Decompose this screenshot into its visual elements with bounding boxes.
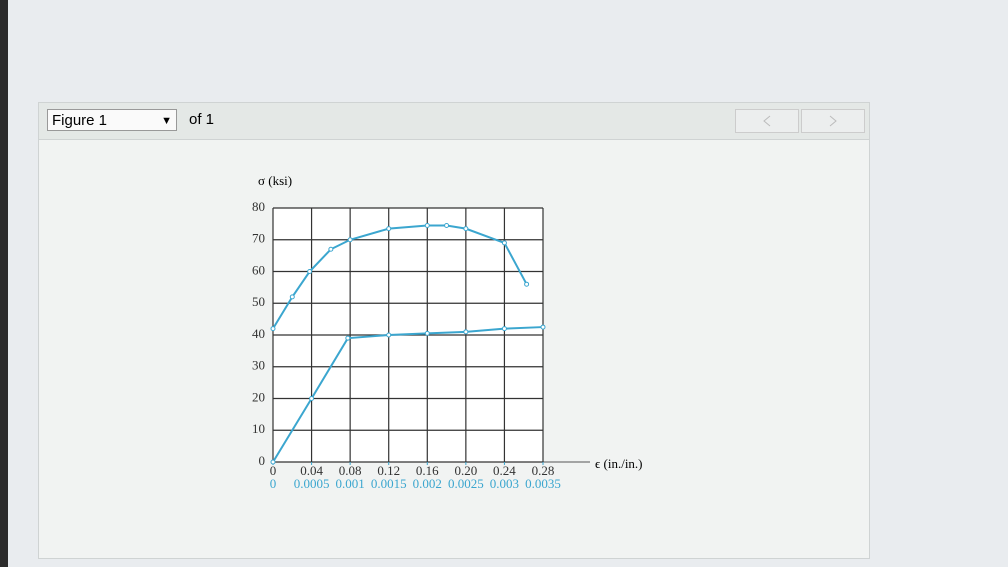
x2-tick-label: 0.0025 xyxy=(448,476,484,491)
x2-tick-label: 0.002 xyxy=(413,476,442,491)
data-point xyxy=(424,222,430,228)
data-point xyxy=(270,459,276,465)
dropdown-arrow: ▼ xyxy=(161,115,172,127)
data-point xyxy=(270,326,276,332)
x2-tick-label: 0.0015 xyxy=(371,476,407,491)
x2-tick-label: 0.0005 xyxy=(294,476,330,491)
data-point xyxy=(424,330,430,336)
x-tick-label: 0.20 xyxy=(454,463,477,478)
y-tick-label: 0 xyxy=(259,453,266,468)
x2-tick-label: 0 xyxy=(270,476,277,491)
y-tick-label: 10 xyxy=(252,421,265,436)
next-icon xyxy=(829,115,837,127)
x-tick-label: 0.04 xyxy=(300,463,323,478)
data-point xyxy=(345,335,351,341)
data-point xyxy=(524,281,530,287)
data-point xyxy=(386,332,392,338)
x2-tick-label: 0.0035 xyxy=(525,476,561,491)
x2-tick-label: 0.003 xyxy=(490,476,519,491)
data-point xyxy=(501,240,507,246)
data-point xyxy=(501,326,507,332)
data-point xyxy=(463,226,469,232)
data-point xyxy=(307,269,313,274)
figure-select[interactable]: Figure 1 ▼ xyxy=(47,109,177,131)
data-point xyxy=(289,294,295,300)
y-tick-label: 60 xyxy=(252,262,265,277)
data-point xyxy=(386,226,392,232)
toolbar: Figure 1 ▼ of 1 xyxy=(39,103,869,140)
y-tick-label: 80 xyxy=(252,199,265,214)
data-point xyxy=(347,237,353,243)
y-tick-label: 20 xyxy=(252,389,265,404)
figure-select-text: Figure 1 xyxy=(52,112,108,129)
x-tick-label: 0 xyxy=(270,463,277,478)
y-tick-label: 30 xyxy=(252,358,265,373)
data-point xyxy=(328,246,334,252)
next-button[interactable] xyxy=(801,109,865,133)
prev-button[interactable] xyxy=(735,109,799,133)
data-point xyxy=(540,324,546,330)
x-tick-label: 0.12 xyxy=(377,463,400,478)
y-tick-label: 50 xyxy=(252,294,265,309)
x-tick-label: 0.24 xyxy=(493,463,516,478)
x2-tick-label: 0.001 xyxy=(336,476,365,491)
data-point xyxy=(309,396,315,401)
y-tick-label: 40 xyxy=(252,326,265,341)
x-tick-label: 0.16 xyxy=(416,463,439,478)
data-point xyxy=(444,222,450,228)
y-tick-label: 70 xyxy=(252,231,265,246)
x-tick-label: 0.08 xyxy=(339,463,362,478)
x-axis-label: ϵ (in./in.) xyxy=(595,456,643,471)
data-point xyxy=(463,329,469,335)
y-axis-label: σ (ksi) xyxy=(258,173,292,188)
of-label: of 1 xyxy=(189,111,215,128)
series-line xyxy=(272,326,544,463)
prev-icon xyxy=(763,115,771,127)
x-tick-label: 0.28 xyxy=(532,463,555,478)
